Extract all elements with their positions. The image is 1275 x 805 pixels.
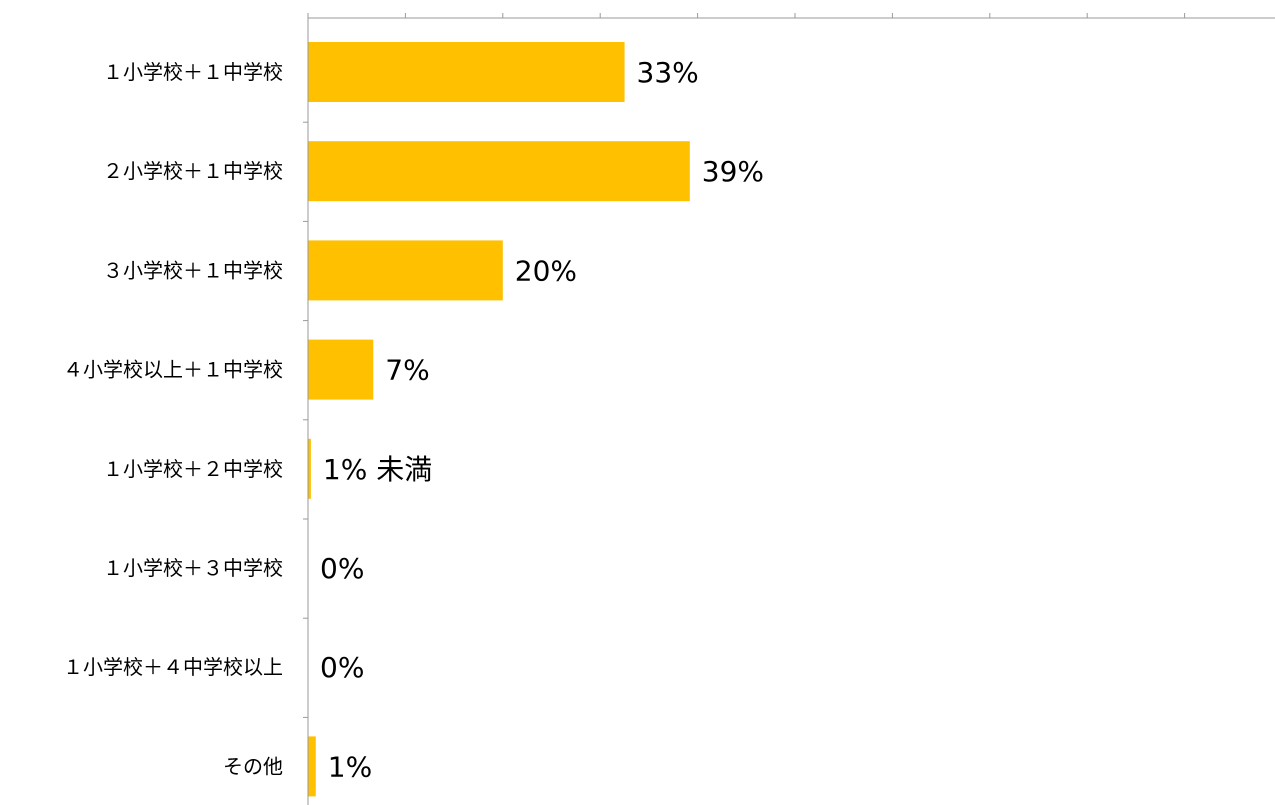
data-label: 20% <box>515 254 577 287</box>
category-label: １小学校＋４中学校以上 <box>63 655 283 679</box>
category-label: ４小学校以上＋１中学校 <box>63 358 283 382</box>
category-label: ３小学校＋１中学校 <box>103 258 283 282</box>
data-label: 0% <box>320 552 364 585</box>
category-label: ２小学校＋１中学校 <box>103 159 283 183</box>
data-label: 39% <box>702 155 764 188</box>
category-label: １小学校＋２中学校 <box>103 457 283 481</box>
bar <box>308 438 311 499</box>
category-label: １小学校＋１中学校 <box>103 60 283 84</box>
category-labels: １小学校＋１中学校 ２小学校＋１中学校 ３小学校＋１中学校 ４小学校以上＋１中学校 １小… <box>63 60 283 778</box>
data-label: 0% <box>320 651 364 684</box>
data-label: 1% 未満 <box>323 453 432 486</box>
category-label: １小学校＋３中学校 <box>103 556 283 580</box>
data-label: 33% <box>637 56 699 89</box>
bar <box>308 736 316 797</box>
bars <box>308 42 690 797</box>
bar <box>308 141 690 202</box>
data-label: 1% <box>328 750 372 783</box>
data-label: 7% <box>385 354 429 387</box>
data-labels: 33% 39% 20% 7% 1% 未満 0% 0% 1% <box>320 56 764 783</box>
bar <box>308 240 503 301</box>
bar <box>308 42 625 102</box>
category-label: その他 <box>223 754 283 778</box>
bar <box>308 339 374 400</box>
x-axis-ticks <box>303 13 1186 718</box>
